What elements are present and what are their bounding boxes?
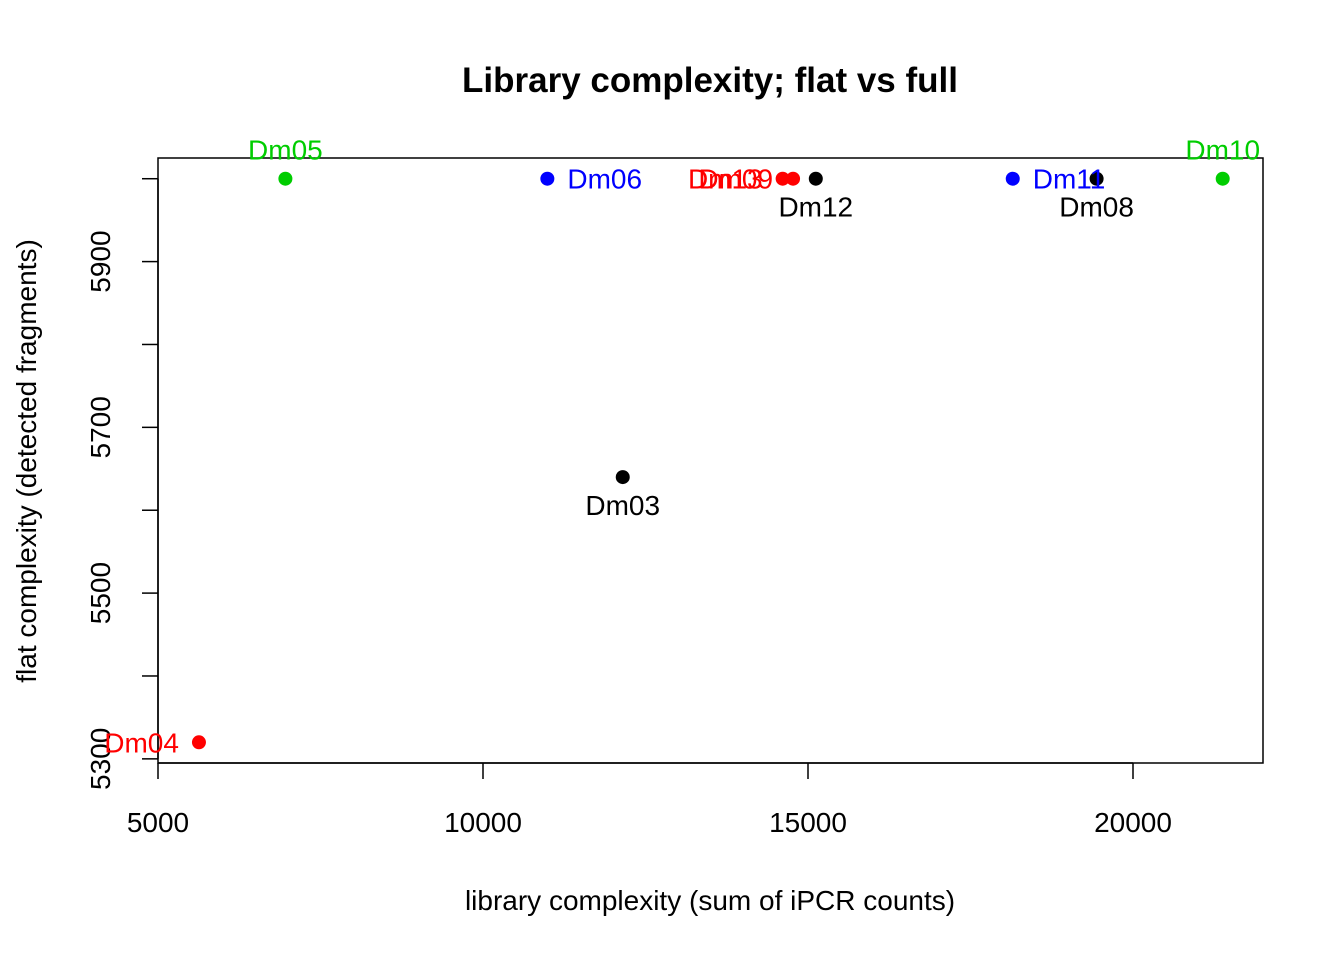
x-tick-label: 15000 xyxy=(769,807,847,838)
point-label-dm03: Dm03 xyxy=(585,490,660,521)
data-point-dm05 xyxy=(278,171,293,186)
y-tick-label: 5300 xyxy=(85,728,116,790)
data-point-dm06 xyxy=(540,171,555,186)
y-tick-label: 5500 xyxy=(85,562,116,624)
data-point-dm13 xyxy=(775,171,790,186)
point-label-dm05: Dm05 xyxy=(248,135,323,166)
point-label-dm06: Dm06 xyxy=(567,164,642,195)
data-point-dm11 xyxy=(1005,171,1020,186)
y-tick-label: 5700 xyxy=(85,396,116,458)
chart-title: Library complexity; flat vs full xyxy=(462,61,958,100)
point-label-dm12: Dm12 xyxy=(778,192,853,223)
data-point-dm09 xyxy=(786,171,801,186)
point-label-dm04: Dm04 xyxy=(104,727,179,758)
y-tick-label: 5900 xyxy=(85,230,116,292)
y-axis-label: flat complexity (detected fragments) xyxy=(11,239,42,683)
point-label-dm13: Dm13 xyxy=(688,164,763,195)
data-points: Dm03 Dm04 Dm05 Dm06 Dm08 Dm09 Dm10 Dm11 Dm12 Dm13 xyxy=(104,135,1260,759)
point-label-dm08: Dm08 xyxy=(1059,192,1134,223)
x-axis-label: library complexity (sum of iPCR counts) xyxy=(465,885,955,916)
data-point-dm03 xyxy=(615,470,630,485)
data-point-dm04 xyxy=(191,735,206,750)
point-label-dm10: Dm10 xyxy=(1185,135,1260,166)
data-point-dm10 xyxy=(1215,171,1230,186)
point-label-dm09: Dm09 xyxy=(698,164,773,195)
data-point-dm08 xyxy=(1089,171,1104,186)
x-tick-label: 5000 xyxy=(127,807,189,838)
x-axis: 5000 10000 15000 20000 xyxy=(127,762,1172,838)
data-point-dm12 xyxy=(808,171,823,186)
x-tick-label: 10000 xyxy=(444,807,522,838)
plot-frame xyxy=(157,157,1264,764)
x-tick-label: 20000 xyxy=(1094,807,1172,838)
point-label-dm11: Dm11 xyxy=(1033,164,1106,195)
y-axis: 5300 5500 5700 5900 xyxy=(85,177,159,790)
